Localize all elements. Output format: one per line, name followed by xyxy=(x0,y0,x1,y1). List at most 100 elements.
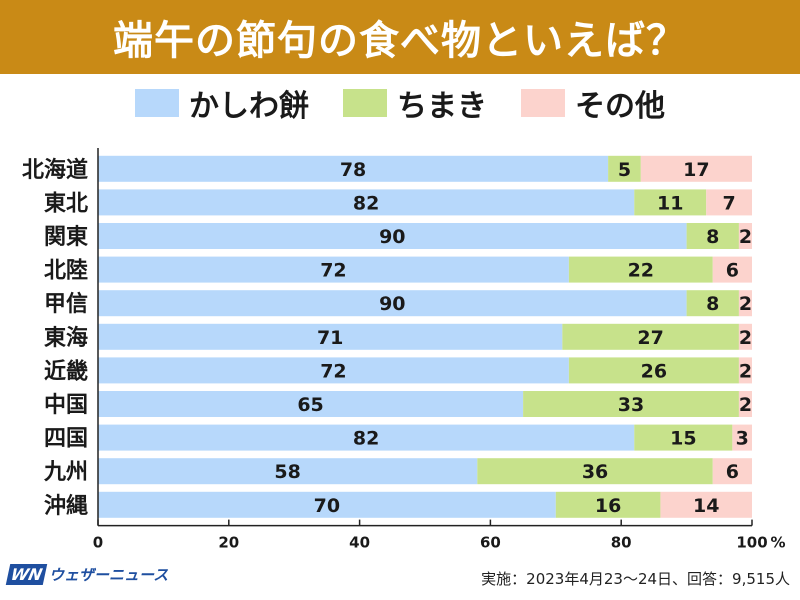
bar-segment xyxy=(732,424,752,451)
category-label: 北海道 xyxy=(22,157,88,183)
data-label: 7 xyxy=(722,192,735,214)
bar-segment xyxy=(568,256,713,283)
brand-name: ウェザーニュース xyxy=(49,566,169,584)
category-label: 九州 xyxy=(43,460,88,485)
bar-segment xyxy=(477,458,713,485)
data-label: 8 xyxy=(706,293,719,315)
bar-segment xyxy=(562,323,739,350)
legend-swatch-other xyxy=(521,89,565,117)
legend-item-other: その他 xyxy=(521,81,665,125)
data-label: 2 xyxy=(739,394,752,416)
bar-segment xyxy=(98,357,569,384)
data-label: 3 xyxy=(736,428,749,450)
category-label: 関東 xyxy=(44,225,88,250)
bar-segment xyxy=(98,189,635,216)
bar-segment xyxy=(634,424,733,451)
bar-segment xyxy=(98,256,569,283)
bar-segment xyxy=(640,155,752,182)
data-label: 82 xyxy=(353,192,379,214)
bar-segment xyxy=(523,391,739,417)
bar-segment xyxy=(98,223,687,249)
bar-segment xyxy=(712,458,752,485)
bar-segment xyxy=(98,458,478,485)
legend-label-other: その他 xyxy=(575,89,665,124)
data-label: 65 xyxy=(297,394,323,416)
data-label: 72 xyxy=(320,260,346,282)
bar-segment xyxy=(706,189,752,216)
data-label: 36 xyxy=(582,461,608,483)
bar-segment xyxy=(660,491,752,518)
x-tick-label: 0 xyxy=(93,534,103,552)
data-label: 14 xyxy=(693,495,719,517)
bar-segment xyxy=(738,323,752,350)
data-label: 72 xyxy=(320,360,346,382)
x-tick-label: 100 xyxy=(736,534,767,552)
x-tick-label: 80 xyxy=(611,534,632,552)
category-label: 中国 xyxy=(44,393,88,418)
x-unit-label: % xyxy=(770,534,785,552)
data-label: 82 xyxy=(353,428,379,450)
legend-label-chimaki: ちまき xyxy=(397,89,487,124)
data-label: 2 xyxy=(739,327,752,349)
category-label: 四国 xyxy=(44,427,88,452)
legend-swatch-kashiwa xyxy=(135,89,179,117)
weathernews-logo-icon: WN xyxy=(5,564,48,585)
data-label: 78 xyxy=(340,159,366,181)
legend-label-kashiwa: かしわ餅 xyxy=(189,89,309,124)
data-label: 17 xyxy=(683,159,709,181)
bar-segment xyxy=(738,357,752,384)
bar-segment xyxy=(634,189,707,216)
legend-swatch-chimaki xyxy=(343,89,387,117)
category-label: 東北 xyxy=(44,191,88,216)
data-label: 2 xyxy=(739,293,752,315)
category-label: 甲信 xyxy=(44,291,88,317)
bar-segment xyxy=(568,357,739,384)
bar-segment xyxy=(98,424,635,451)
data-label: 11 xyxy=(657,192,683,214)
brand: WN ウェザーニュース xyxy=(5,564,169,585)
data-label: 8 xyxy=(706,226,719,248)
legend-item-kashiwa: かしわ餅 xyxy=(135,81,309,125)
header-banner: 端午の節句の食べ物といえば？ xyxy=(0,0,800,74)
legend-item-chimaki: ちまき xyxy=(343,81,487,125)
category-label: 近畿 xyxy=(44,358,88,384)
data-label: 90 xyxy=(379,226,405,248)
data-label: 71 xyxy=(317,327,343,349)
bar-segment xyxy=(738,290,752,317)
bar-segment xyxy=(738,223,752,249)
data-label: 2 xyxy=(739,360,752,382)
survey-footnote: 実施：2023年4月23〜24日、回答：9,515人 xyxy=(481,570,790,588)
bar-segment xyxy=(686,223,739,249)
data-label: 70 xyxy=(314,495,340,517)
x-tick-label: 40 xyxy=(349,534,370,552)
category-label: 東海 xyxy=(44,325,88,351)
data-label: 33 xyxy=(618,394,644,416)
data-label: 5 xyxy=(618,159,631,181)
bar-segment xyxy=(98,290,687,317)
category-label: 北陸 xyxy=(44,258,88,284)
bar-segment xyxy=(686,290,739,317)
data-label: 16 xyxy=(595,495,621,517)
category-label: 沖縄 xyxy=(44,494,88,519)
data-label: 90 xyxy=(379,293,405,315)
bar-segment xyxy=(712,256,752,283)
bar-segment xyxy=(738,391,752,417)
bar-segment xyxy=(608,155,641,182)
legend: かしわ餅 ちまき その他 xyxy=(0,80,800,126)
data-label: 6 xyxy=(726,461,739,483)
data-label: 2 xyxy=(739,226,752,248)
chart-title: 端午の節句の食べ物といえば？ xyxy=(113,18,687,64)
x-tick-label: 60 xyxy=(480,534,501,552)
data-label: 22 xyxy=(628,260,654,282)
bar-segment xyxy=(555,491,661,518)
data-label: 27 xyxy=(637,327,663,349)
data-label: 6 xyxy=(726,260,739,282)
bar-segment xyxy=(98,155,609,182)
data-label: 26 xyxy=(641,360,667,382)
bar-segment xyxy=(98,491,556,518)
x-tick-label: 20 xyxy=(218,534,239,552)
data-label: 15 xyxy=(670,428,696,450)
bar-segment xyxy=(98,323,563,350)
bar-segment xyxy=(98,391,524,417)
data-label: 58 xyxy=(274,461,300,483)
